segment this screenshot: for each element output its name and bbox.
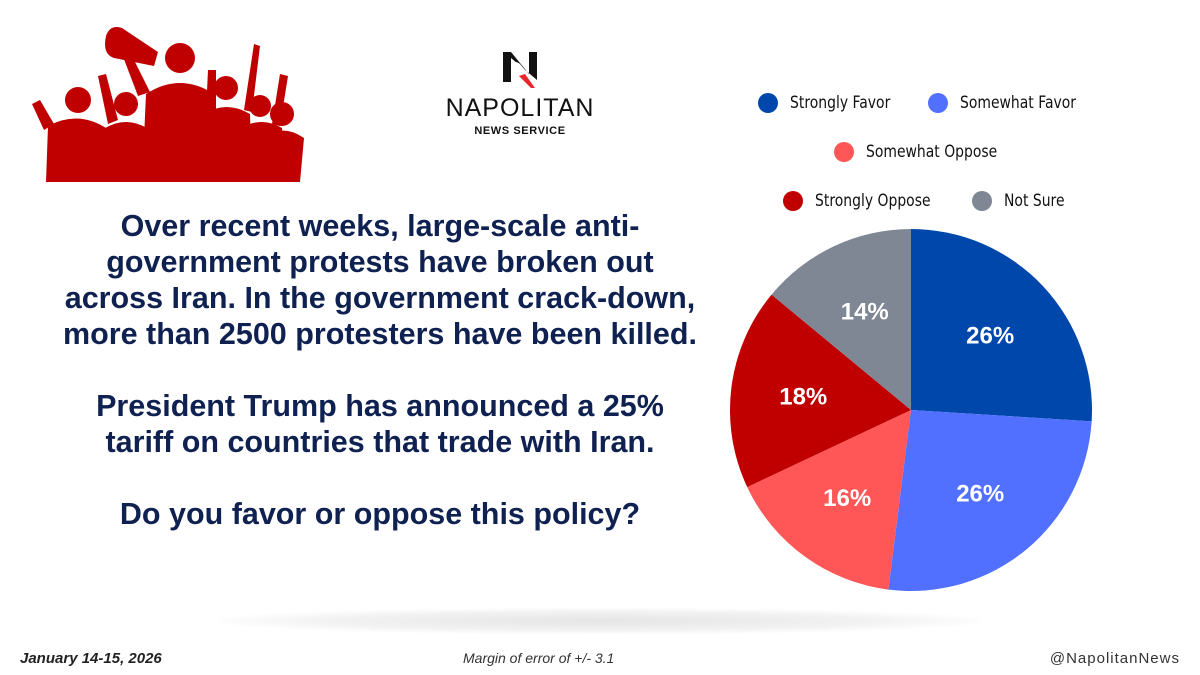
legend-item-strongly-favor: Strongly Favor <box>758 92 892 113</box>
pie-slice-strongly-favor <box>911 229 1092 422</box>
question-context: Over recent weeks, large-scale anti-gove… <box>63 209 697 351</box>
chart-legend: Strongly Favor Somewhat Favor Somewhat O… <box>720 78 1120 225</box>
legend-item-somewhat-favor: Somewhat Favor <box>928 92 1081 113</box>
legend-swatch <box>833 141 854 162</box>
pie-label-somewhat-oppose: 16% <box>823 485 871 512</box>
legend-item-somewhat-oppose: Somewhat Oppose <box>833 141 1006 162</box>
legend-swatch <box>758 92 779 113</box>
logo-subtitle: NEWS SERVICE <box>474 125 566 137</box>
napolitan-logo: NAPOLITAN NEWS SERVICE <box>430 50 610 137</box>
pie-slice-somewhat-favor <box>888 410 1092 591</box>
legend-label: Somewhat Favor <box>960 92 1077 113</box>
legend-label: Somewhat Oppose <box>865 141 998 162</box>
legend-item-strongly-oppose: Strongly Oppose <box>782 190 936 211</box>
pie-label-not-sure: 14% <box>841 299 889 326</box>
question-prompt: Do you favor or oppose this policy? <box>119 497 641 531</box>
pie-label-somewhat-favor: 26% <box>956 481 1004 508</box>
pie-slice-not-sure <box>771 229 911 410</box>
legend-row: Strongly Oppose Not Sure <box>720 176 1120 225</box>
pie-slice-strongly-oppose <box>730 294 911 488</box>
social-handle: @NapolitanNews <box>1049 650 1180 667</box>
legend-row: Strongly Favor Somewhat Favor <box>720 78 1120 127</box>
logo-name: NAPOLITAN <box>445 94 595 122</box>
napolitan-n-icon <box>503 52 537 88</box>
legend-row: Somewhat Oppose <box>720 127 1120 176</box>
legend-label: Not Sure <box>1003 190 1065 211</box>
margin-of-error: Margin of error of +/- 3.1 <box>463 650 615 666</box>
poll-date: January 14-15, 2026 <box>20 650 162 667</box>
pie-slice-somewhat-oppose <box>747 410 911 590</box>
pie-label-strongly-oppose: 18% <box>779 383 827 410</box>
pie-label-strongly-favor: 26% <box>966 323 1014 350</box>
legend-swatch <box>782 190 803 211</box>
legend-label: Strongly Oppose <box>814 190 931 211</box>
shadow-divider <box>220 608 980 634</box>
legend-label: Strongly Favor <box>790 92 891 113</box>
protest-crowd-illustration <box>32 27 304 182</box>
legend-item-not-sure: Not Sure <box>971 190 1064 211</box>
poll-question: Over recent weeks, large-scale anti-gove… <box>60 208 700 532</box>
legend-swatch <box>971 190 992 211</box>
legend-swatch <box>928 92 949 113</box>
question-policy: President Trump has announced a 25% tari… <box>96 389 664 459</box>
pie-chart: 26% 26% 16% 18% 14% <box>730 229 1092 591</box>
